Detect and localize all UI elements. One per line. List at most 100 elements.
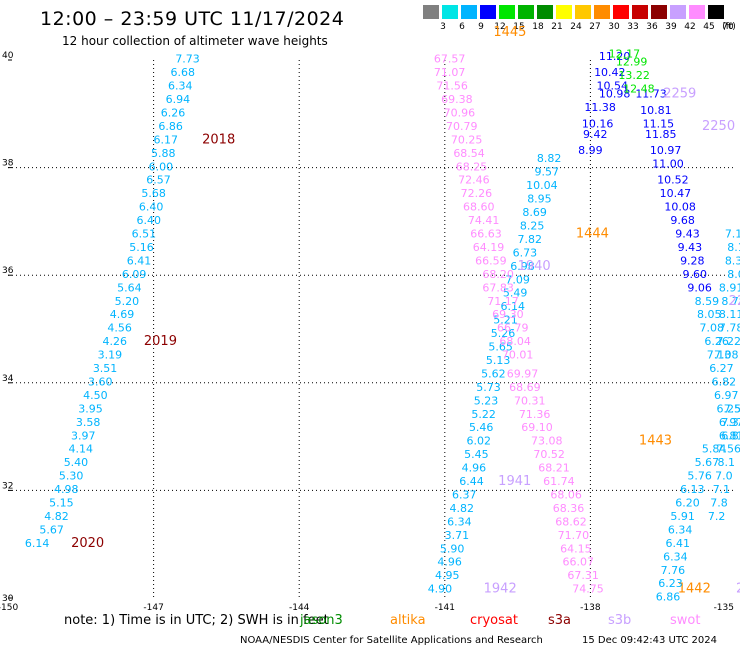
wave-height-value: 6.34 (447, 515, 472, 528)
legend-swatch (537, 5, 553, 19)
legend-swatch (423, 5, 439, 19)
wave-height-value: 70.31 (514, 394, 546, 407)
longitude-label: -147 (143, 603, 163, 613)
wave-height-value: 7.56 (716, 443, 740, 456)
wave-height-value: 7.37 (721, 416, 740, 429)
wave-height-value: 5.13 (486, 354, 511, 367)
wave-height-value: 61.74 (543, 475, 575, 488)
wave-height-value: 10.97 (650, 144, 682, 157)
wave-height-value: 5.21 (493, 314, 518, 327)
wave-height-value: 67.83 (482, 281, 514, 294)
wave-height-value: 10.04 (526, 179, 558, 192)
wave-height-value: 7.08 (714, 349, 739, 362)
wave-height-value: 6.26 (161, 106, 186, 119)
wave-height-value: 6.23 (658, 577, 683, 590)
wave-height-value: 8.3 (725, 254, 740, 267)
latitude-label: 30 (2, 594, 14, 604)
wave-height-value: 6.27 (709, 362, 734, 375)
wave-height-value: 6.20 (675, 497, 700, 510)
wave-height-value: 6.86 (158, 120, 183, 133)
latitude-label: 32 (2, 481, 13, 491)
wave-height-value: 70.25 (451, 133, 483, 146)
wave-height-value: 9.06 (687, 281, 712, 294)
wave-height-value: 10.98 (599, 88, 631, 101)
wave-height-value: 8.91 (719, 281, 740, 294)
legend-label: 15 (513, 22, 525, 32)
wave-height-value: 5.67 (695, 456, 720, 469)
wave-height-value: 5.67 (39, 523, 64, 536)
wave-height-value: 6.57 (146, 174, 171, 187)
wave-height-value: 5.65 (488, 341, 513, 354)
wave-height-value: 6.34 (663, 550, 688, 563)
legend-unit: (ft) (722, 22, 736, 32)
wave-height-value: 4.95 (435, 569, 460, 582)
pass-time-label: 1942 (484, 582, 517, 597)
wave-height-value: 3.51 (93, 362, 118, 375)
pass-time-label: 2018 (202, 132, 235, 147)
legend-label: 9 (478, 22, 484, 32)
pass-time-label: 1443 (639, 434, 672, 449)
wave-height-value: 6.17 (153, 133, 178, 146)
legend-label: 18 (532, 22, 544, 32)
wave-height-value: 4.50 (83, 389, 108, 402)
wave-height-value: 7.2 (708, 510, 726, 523)
wave-height-value: 6.25 (716, 402, 740, 415)
wave-height-value: 71.17 (487, 295, 519, 308)
wave-height-value: 7.09 (505, 273, 530, 286)
wave-height-value: 5.46 (469, 421, 494, 434)
wave-height-value: 10.81 (640, 104, 672, 117)
wave-height-value: 7.22 (716, 335, 740, 348)
legend-swatch (480, 5, 496, 19)
wave-height-value: 66.63 (470, 228, 502, 241)
wave-height-value: 10.52 (657, 174, 689, 187)
wave-height-value: 66.79 (497, 322, 529, 335)
wave-height-value: 10.42 (594, 66, 626, 79)
generation-timestamp: 15 Dec 09:42:43 UTC 2024 (582, 635, 717, 646)
wave-height-value: 6.44 (459, 475, 484, 488)
wave-height-value: 74.75 (572, 583, 604, 596)
wave-height-value: 5.45 (464, 448, 489, 461)
wave-height-value: 6.00 (149, 160, 174, 173)
wave-height-value: 11.00 (652, 158, 684, 171)
legend-swatch (670, 5, 686, 19)
wave-height-value: 6.86 (656, 591, 681, 604)
satellite-name: jason3 (300, 613, 343, 628)
wave-height-value: 8.1 (718, 456, 736, 469)
satellite-name: s3a (548, 613, 572, 628)
legend-swatch (594, 5, 610, 19)
wave-height-value: 5.91 (670, 510, 695, 523)
wave-height-value: 6.13 (680, 483, 705, 496)
legend-swatch (708, 5, 724, 19)
wave-height-value: 64.19 (473, 241, 505, 254)
wave-height-value: 69.97 (507, 367, 539, 380)
wave-height-value: 5.64 (117, 281, 142, 294)
legend-swatch (461, 5, 477, 19)
wave-height-value: 5.68 (141, 187, 166, 200)
wave-height-value: 68.62 (555, 515, 587, 528)
wave-height-value: 68.25 (456, 160, 488, 173)
wave-height-value: 3.60 (88, 375, 113, 388)
wave-height-value: 8.82 (537, 152, 562, 165)
wave-height-value: 7.59 (724, 402, 740, 415)
wave-height-value: 69.38 (441, 93, 473, 106)
wave-height-value: 7.1 (713, 483, 731, 496)
pass-time-label: 1940 (518, 259, 551, 274)
wave-height-value: 8.11 (719, 308, 740, 321)
wave-height-value: 6.09 (122, 268, 147, 281)
wave-height-value: 5.88 (151, 147, 176, 160)
pass-time-label: 2202 (736, 582, 740, 597)
wave-height-value: 7.73 (175, 53, 200, 66)
wave-height-value: 8.99 (578, 144, 603, 157)
wave-height-value: 11.20 (599, 50, 631, 63)
wave-height-value: 6.51 (132, 228, 157, 241)
legend-swatch (556, 5, 572, 19)
wave-height-value: 4.98 (54, 483, 79, 496)
page-title: 12:00 – 23:59 UTC 11/17/2024 (40, 8, 345, 30)
wave-height-value: 7.0 (715, 470, 733, 483)
wave-height-value: 9.68 (670, 214, 695, 227)
wave-height-value: 7.76 (661, 564, 686, 577)
wave-height-value: 4.96 (462, 462, 487, 475)
satellite-name: cryosat (470, 613, 518, 628)
wave-height-value: 6.37 (452, 488, 477, 501)
legend-label: 24 (570, 22, 582, 32)
